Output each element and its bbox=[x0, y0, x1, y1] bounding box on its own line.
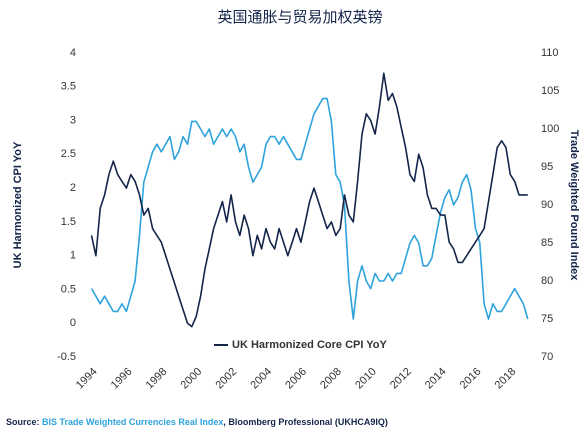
y2-tick-label: 110 bbox=[541, 47, 559, 59]
x-tick-label: 2014 bbox=[423, 366, 449, 392]
y2-tick-label: 90 bbox=[541, 199, 553, 211]
source-suffix: , Bloomberg Professional (UKHCA9IQ) bbox=[223, 417, 388, 427]
x-tick-label: 2002 bbox=[213, 366, 239, 392]
y2-tick-label: 105 bbox=[541, 85, 559, 97]
y-axis-label: UK Harmonized CPI YoY bbox=[12, 141, 24, 268]
y2-tick-label: 100 bbox=[541, 123, 559, 135]
x-tick-label: 2010 bbox=[353, 366, 379, 392]
y2-tick-label: 95 bbox=[541, 161, 553, 173]
series-line bbox=[90, 97, 529, 320]
x-tick-label: 2008 bbox=[318, 366, 344, 392]
y-tick-label: 2 bbox=[70, 182, 76, 194]
y-tick-label: 3.5 bbox=[61, 81, 76, 93]
y2-tick-label: 70 bbox=[541, 351, 553, 363]
y2-tick-label: 80 bbox=[541, 275, 553, 287]
x-tick-label: 2018 bbox=[493, 366, 519, 392]
y-tick-label: 4 bbox=[70, 47, 76, 59]
x-tick-label: 2004 bbox=[248, 366, 274, 392]
x-tick-label: 1994 bbox=[74, 366, 100, 392]
y-tick-label: 1 bbox=[70, 250, 76, 262]
source-link: BIS Trade Weighted Currencies Real Index bbox=[42, 417, 223, 427]
y2-tick-label: 85 bbox=[541, 237, 553, 249]
x-tick-label: 2012 bbox=[388, 366, 414, 392]
y-tick-label: 1.5 bbox=[61, 216, 76, 228]
series-line bbox=[90, 72, 528, 328]
legend-label: UK Harmonized Core CPI YoY bbox=[232, 339, 388, 351]
y-tick-label: -0.5 bbox=[57, 351, 76, 363]
y-tick-label: 0.5 bbox=[61, 283, 76, 295]
source: Source: BIS Trade Weighted Currencies Re… bbox=[6, 417, 388, 427]
x-tick-label: 1998 bbox=[144, 366, 170, 392]
x-tick-label: 1996 bbox=[109, 366, 135, 392]
source-prefix: Source: bbox=[6, 417, 42, 427]
y-tick-label: 2.5 bbox=[61, 148, 76, 160]
y-tick-label: 0 bbox=[70, 317, 76, 329]
y-tick-label: 3 bbox=[70, 114, 76, 126]
chart-title: 英国通胀与贸易加权英镑 bbox=[217, 8, 382, 26]
x-tick-label: 2016 bbox=[458, 366, 484, 392]
y2-axis-label: Trade Weighted Pound Index bbox=[568, 130, 580, 282]
y2-tick-label: 75 bbox=[541, 313, 553, 325]
x-tick-label: 2006 bbox=[283, 366, 309, 392]
x-tick-label: 2000 bbox=[179, 366, 205, 392]
